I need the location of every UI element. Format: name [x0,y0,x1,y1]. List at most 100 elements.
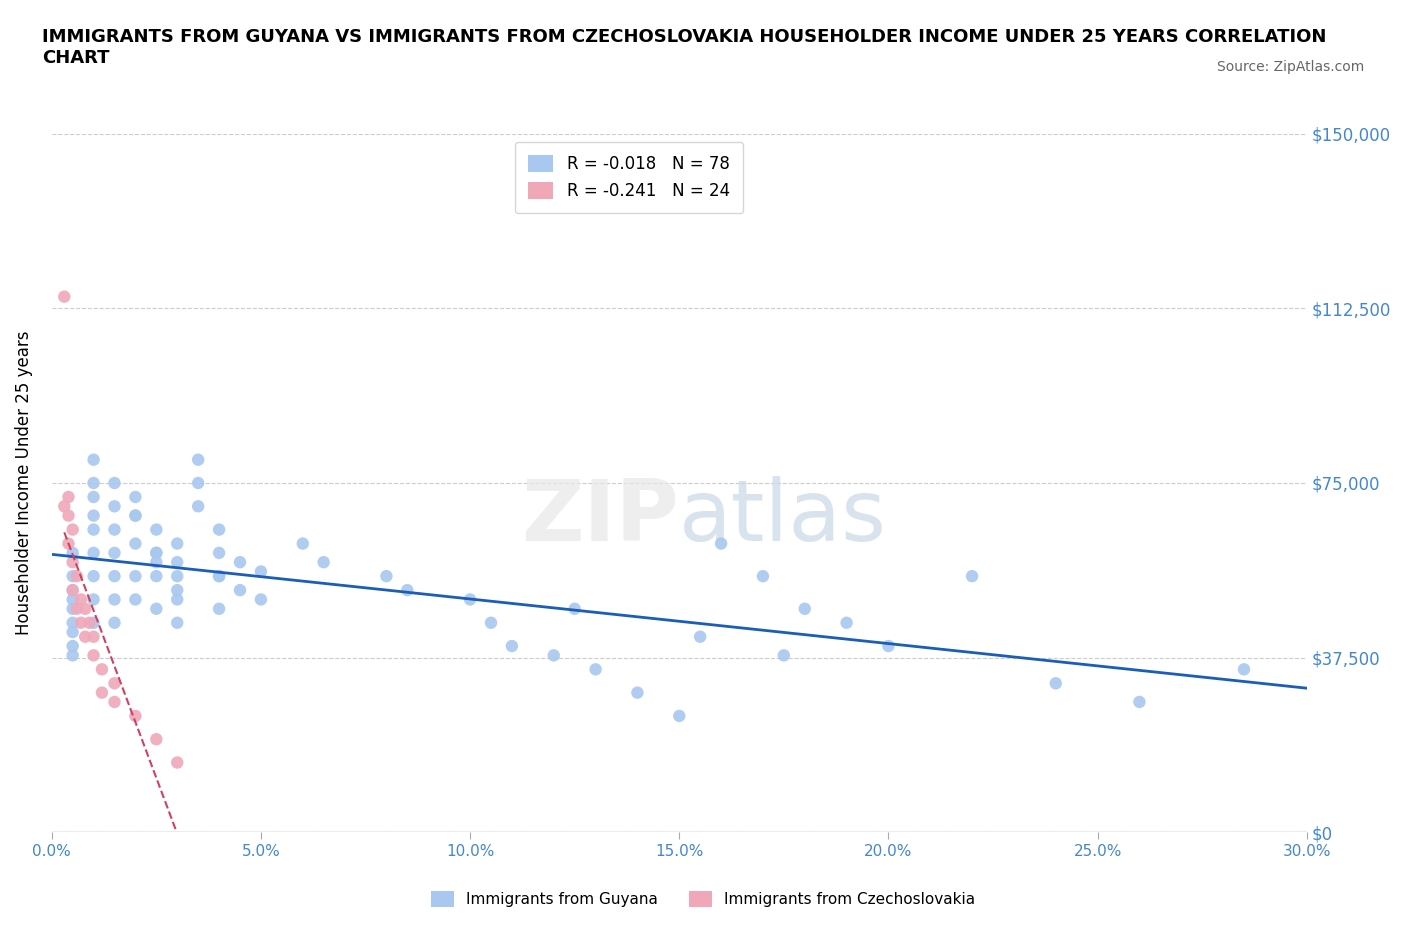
Point [62,639,84,654]
Point [166,755,188,770]
Point [250,592,273,607]
Point [145,545,167,560]
Point [62,616,84,631]
Point [291,536,314,551]
Point [75,630,97,644]
Point [62,602,84,617]
Point [208,522,231,537]
Point [689,630,711,644]
Point [166,536,188,551]
Point [66,569,89,584]
Point [103,545,125,560]
Point [1045,676,1067,691]
Point [208,569,231,584]
Point [187,498,209,513]
Point [585,662,607,677]
Point [53,498,76,513]
Text: atlas: atlas [679,476,887,560]
Point [166,583,188,598]
Point [124,489,146,504]
Legend: Immigrants from Guyana, Immigrants from Czechoslovakia: Immigrants from Guyana, Immigrants from … [425,884,981,913]
Point [83,545,105,560]
Point [70,616,93,631]
Point [62,625,84,640]
Point [62,592,84,607]
Point [312,555,335,570]
Point [75,602,97,617]
Point [166,616,188,631]
Point [208,602,231,617]
Point [145,545,167,560]
Point [187,452,209,467]
Legend: R = -0.018   N = 78, R = -0.241   N = 24: R = -0.018 N = 78, R = -0.241 N = 24 [515,142,744,213]
Point [103,475,125,490]
Point [62,648,84,663]
Text: IMMIGRANTS FROM GUYANA VS IMMIGRANTS FROM CZECHOSLOVAKIA HOUSEHOLDER INCOME UNDE: IMMIGRANTS FROM GUYANA VS IMMIGRANTS FRO… [42,28,1326,67]
Point [124,508,146,523]
Point [479,616,502,631]
Point [62,545,84,560]
Y-axis label: Householder Income Under 25 years: Householder Income Under 25 years [15,331,32,635]
Point [835,616,858,631]
Point [83,489,105,504]
Point [91,662,114,677]
Point [58,536,80,551]
Point [103,616,125,631]
Point [668,709,690,724]
Point [626,685,648,700]
Point [124,592,146,607]
Point [62,583,84,598]
Point [83,508,105,523]
Text: Source: ZipAtlas.com: Source: ZipAtlas.com [1216,60,1364,74]
Point [124,536,146,551]
Point [166,555,188,570]
Point [375,569,398,584]
Point [250,565,273,579]
Point [83,569,105,584]
Point [62,569,84,584]
Point [187,475,209,490]
Point [58,508,80,523]
Point [229,555,252,570]
Point [145,732,167,747]
Point [564,602,586,617]
Point [877,639,900,654]
Point [208,569,231,584]
Point [1128,695,1150,710]
Point [752,569,775,584]
Point [960,569,983,584]
Point [124,569,146,584]
Text: ZIP: ZIP [522,476,679,560]
Point [83,630,105,644]
Point [58,489,80,504]
Point [208,545,231,560]
Point [103,569,125,584]
Point [145,602,167,617]
Point [53,289,76,304]
Point [62,522,84,537]
Point [103,676,125,691]
Point [145,522,167,537]
Point [70,592,93,607]
Point [103,498,125,513]
Point [103,695,125,710]
Point [103,522,125,537]
Point [103,592,125,607]
Point [62,583,84,598]
Point [793,602,815,617]
Point [501,639,523,654]
Point [458,592,481,607]
Point [83,616,105,631]
Point [91,685,114,700]
Point [62,555,84,570]
Point [1233,662,1256,677]
Point [166,569,188,584]
Point [396,583,419,598]
Point [145,569,167,584]
Point [229,583,252,598]
Point [83,522,105,537]
Point [124,709,146,724]
Point [543,648,565,663]
Point [66,602,89,617]
Point [83,475,105,490]
